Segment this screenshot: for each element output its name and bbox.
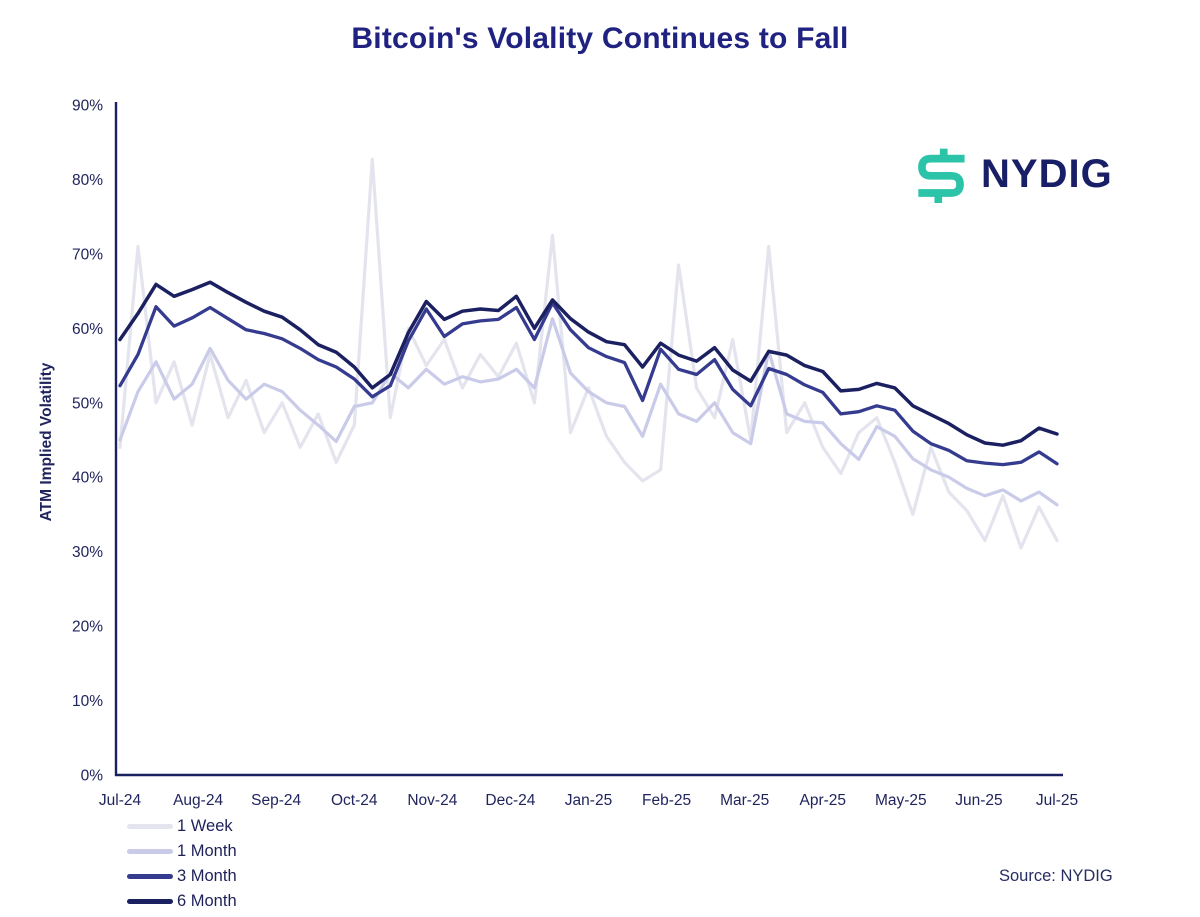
y-tick-label: 0% <box>81 768 104 785</box>
x-tick-label: Jul-25 <box>1036 792 1078 809</box>
legend-swatch-6-month <box>127 899 173 904</box>
y-tick-label: 70% <box>72 246 103 263</box>
x-tick-label: Jan-25 <box>565 792 612 809</box>
legend-item-1-month: 1 Month <box>127 839 237 864</box>
x-tick-label: Sep-24 <box>251 792 301 809</box>
source-note: Source: NYDIG <box>999 867 1113 885</box>
chart-legend: 1 Week 1 Month 3 Month 6 Month <box>127 814 237 914</box>
y-tick-label: 50% <box>72 395 103 412</box>
legend-label-1-week: 1 Week <box>177 817 233 835</box>
x-tick-label: Nov-24 <box>407 792 457 809</box>
legend-swatch-1-month <box>127 849 173 854</box>
y-tick-label: 90% <box>72 98 103 115</box>
legend-label-1-month: 1 Month <box>177 842 237 860</box>
legend-item-1-week: 1 Week <box>127 814 237 839</box>
y-tick-label: 80% <box>72 172 103 189</box>
legend-item-6-month: 6 Month <box>127 889 237 914</box>
nydig-dollar-icon <box>918 148 965 203</box>
x-tick-label: Mar-25 <box>720 792 769 809</box>
legend-swatch-1-week <box>127 824 173 829</box>
x-tick-label: Apr-25 <box>799 792 846 809</box>
legend-label-6-month: 6 Month <box>177 892 237 910</box>
y-tick-label: 60% <box>72 321 103 338</box>
y-tick-label: 10% <box>72 693 103 710</box>
x-tick-label: May-25 <box>875 792 927 809</box>
series-line-1-month <box>118 317 1059 507</box>
x-tick-label: Jul-24 <box>99 792 142 809</box>
series-line-1-week <box>118 157 1059 550</box>
nydig-logo-text: NYDIG <box>981 152 1113 196</box>
legend-swatch-3-month <box>127 874 173 879</box>
y-tick-label: 40% <box>72 470 103 487</box>
legend-item-3-month: 3 Month <box>127 864 237 889</box>
y-tick-label: 30% <box>72 544 103 561</box>
x-tick-label: Aug-24 <box>173 792 223 809</box>
x-tick-label: Oct-24 <box>331 792 378 809</box>
nydig-logo: NYDIG <box>912 145 1113 203</box>
series-line-3-month <box>118 301 1059 467</box>
x-tick-label: Dec-24 <box>485 792 535 809</box>
series-line-6-month <box>118 280 1059 447</box>
y-tick-label: 20% <box>72 619 103 636</box>
chart-title: Bitcoin's Volality Continues to Fall <box>351 22 849 55</box>
x-tick-label: Jun-25 <box>955 792 1002 809</box>
x-tick-label: Feb-25 <box>642 792 691 809</box>
legend-label-3-month: 3 Month <box>177 867 237 885</box>
